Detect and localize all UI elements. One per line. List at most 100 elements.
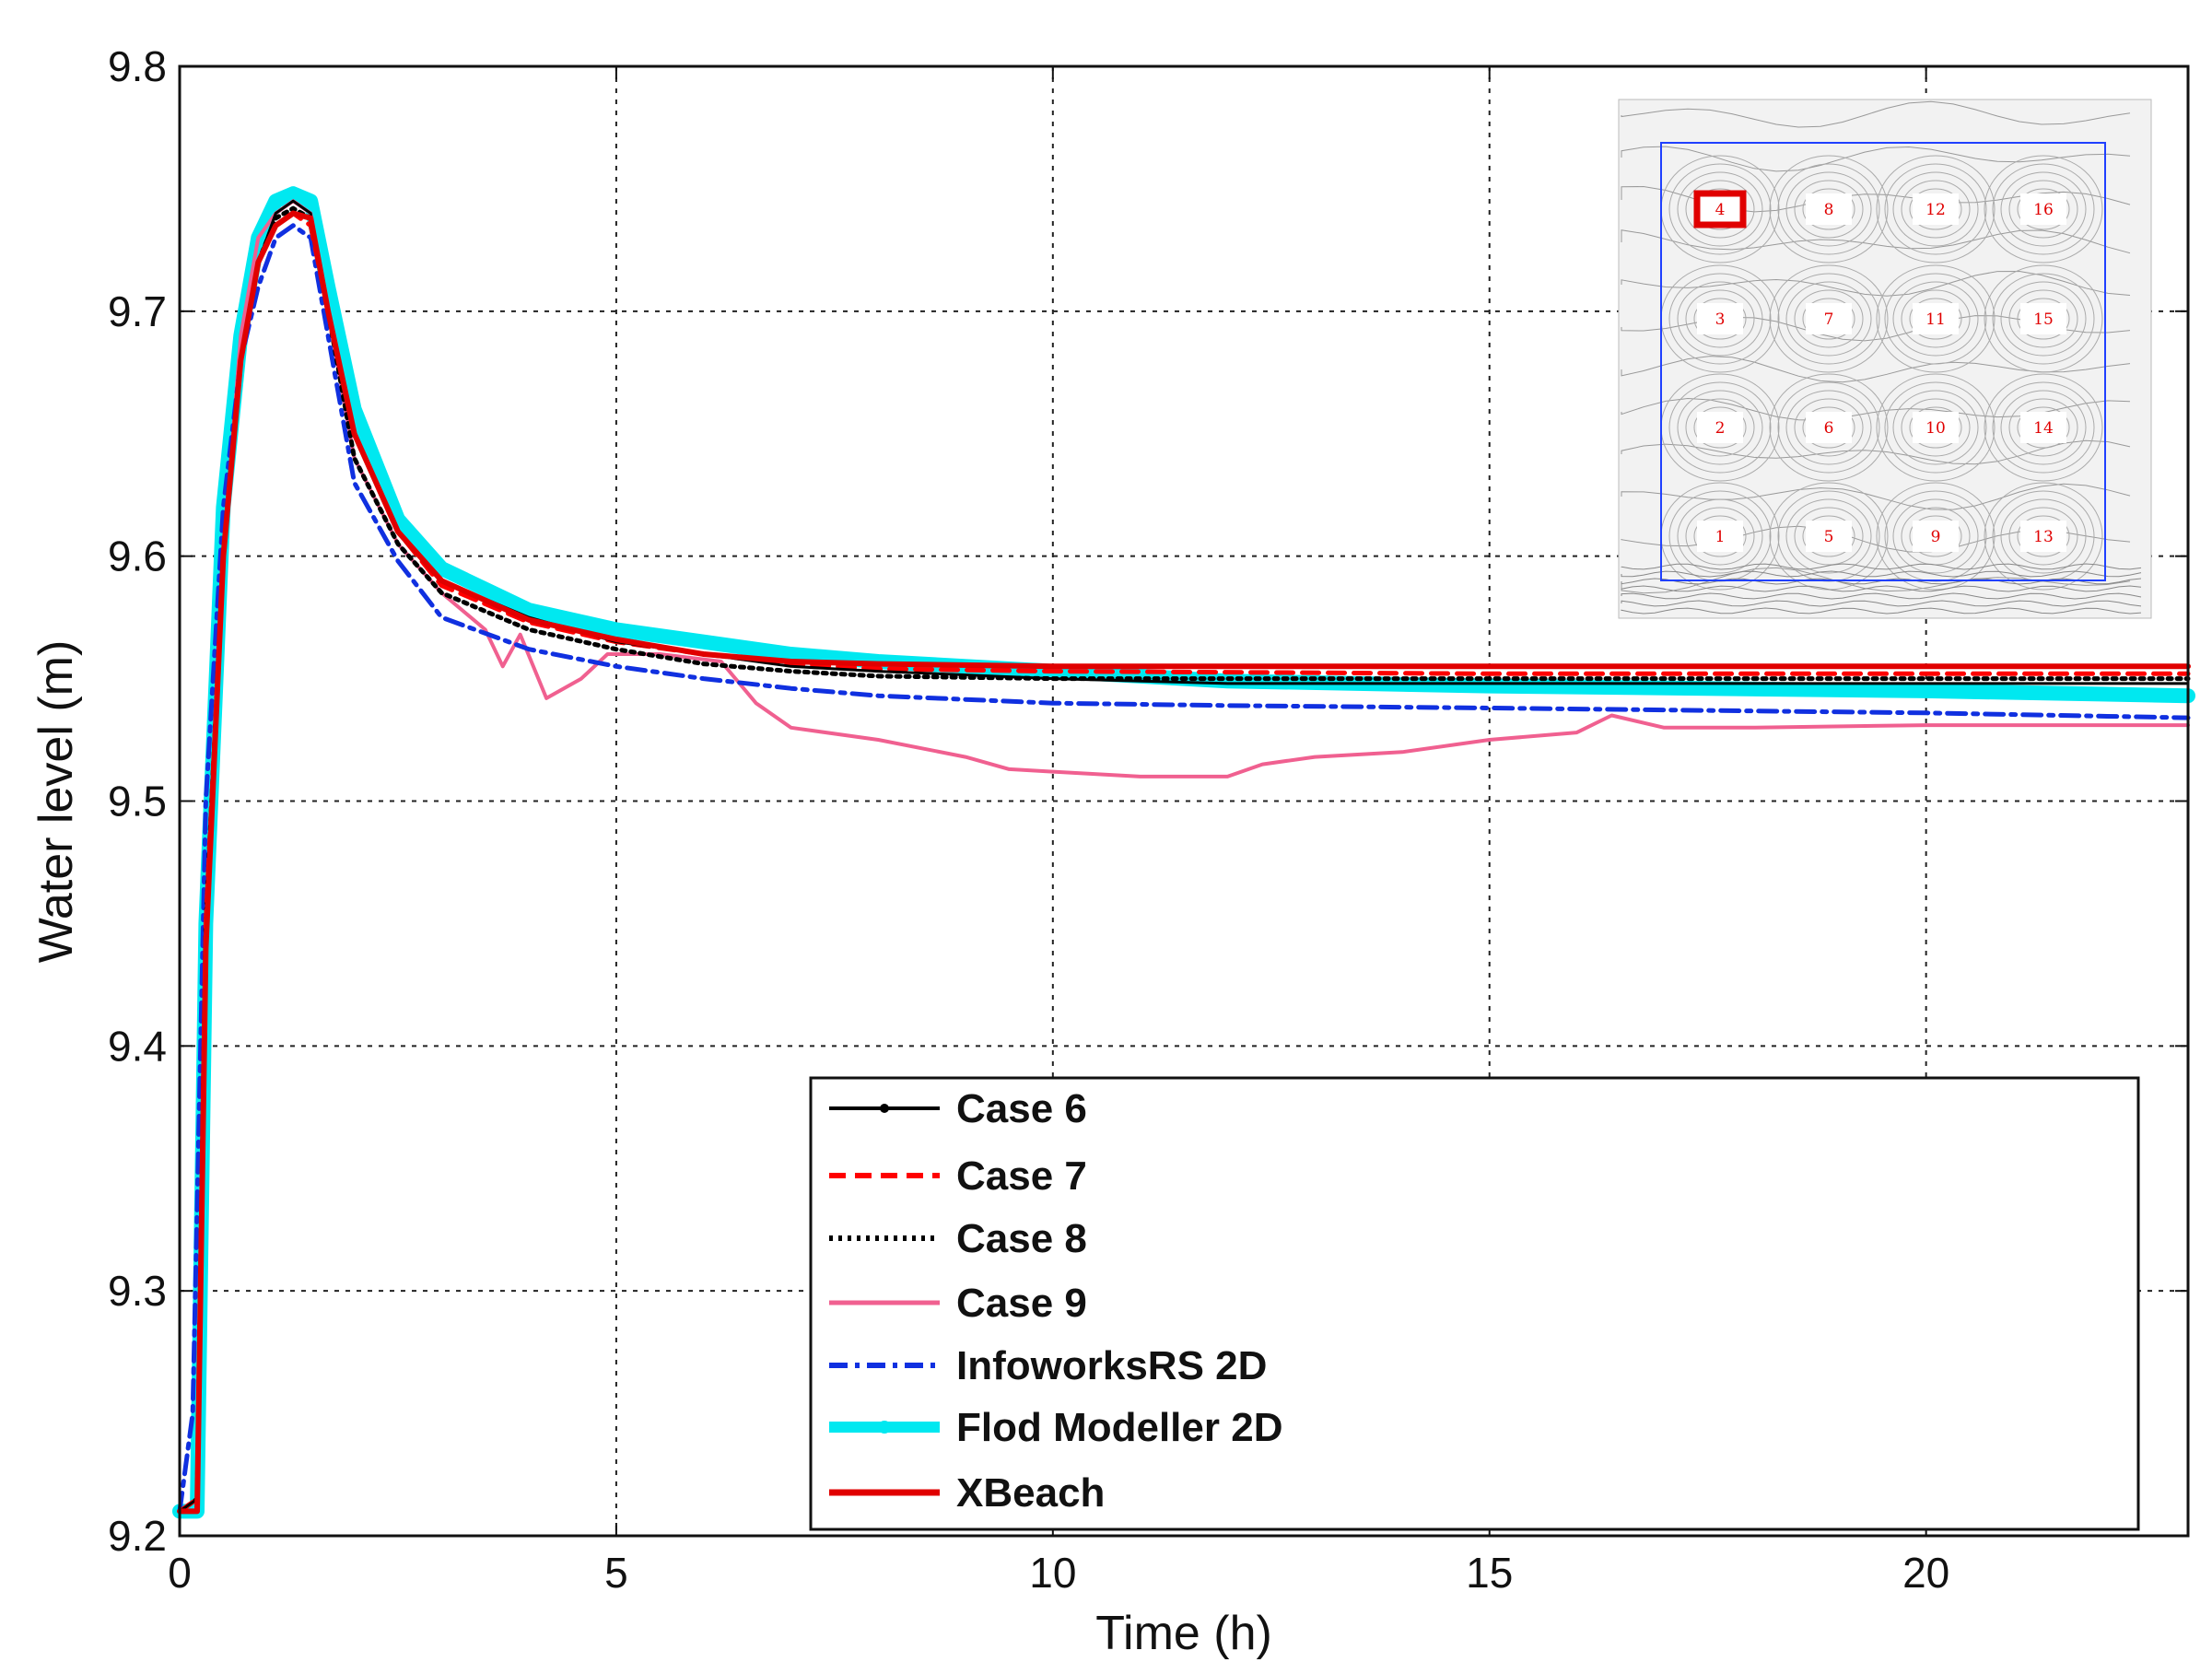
legend-label: Case 6	[956, 1086, 1087, 1131]
inset-contour-ring	[1794, 507, 1864, 566]
inset-cell-8	[1806, 193, 1852, 225]
inset-contour-ring	[1909, 188, 1962, 230]
inset-cell-5	[1806, 521, 1852, 552]
inset-contour-ring	[1802, 515, 1855, 557]
inset-contour-ring	[2000, 498, 2087, 574]
inset-contour-ring	[2017, 406, 2070, 449]
legend-label: Flod Modeller 2D	[956, 1405, 1282, 1450]
inset-cell-9	[1913, 521, 1959, 552]
inset-contour-ring	[1794, 180, 1864, 239]
legend-items: Case 6 Case 7 Case 8 Case 9 InfoworksRS 2D Fl…	[829, 1086, 1282, 1516]
inset-contour-ring	[1901, 398, 1971, 457]
inset-cell-6	[1806, 412, 1852, 443]
inset-contour-line	[1621, 570, 2142, 578]
inset-cell-label: 9	[1931, 528, 1941, 546]
inset-contour-ring	[1777, 163, 1880, 255]
inset-contour-ring	[1785, 281, 1872, 357]
inset-domain-boundary	[1660, 142, 2106, 581]
inset-contour-ring	[2017, 188, 2070, 230]
legend-marker	[880, 1104, 889, 1113]
legend-box	[809, 1076, 2140, 1531]
inset-contour-line	[1621, 100, 2131, 128]
inset-contour-ring	[1901, 180, 1971, 239]
inset-cell-label: 15	[2033, 310, 2054, 329]
inset-cell-2	[1697, 412, 1743, 443]
inset-contour-ring	[1892, 171, 1979, 247]
x-tick-label: 20	[1902, 1549, 1949, 1597]
inset-contour-ring	[1677, 171, 1763, 247]
inset-contour-ring	[1668, 381, 1772, 474]
inset-contour-ring	[1909, 298, 1962, 340]
inset-contour-ring	[1992, 381, 2095, 474]
inset-map: 4 8 12 163 7 11 152 6 10 141 5 9 13	[1618, 99, 2152, 619]
inset-contour-ring	[1794, 398, 1864, 457]
inset-contour-ring	[1892, 281, 1979, 357]
inset-cell-label: 14	[2033, 419, 2054, 438]
x-axis-label: Time (h)	[1095, 1607, 1272, 1660]
inset-contour-ring	[1794, 289, 1864, 348]
inset-cell-label: 12	[1925, 201, 1946, 219]
inset-contour-ring	[1884, 273, 1987, 365]
inset-contour-line	[1621, 146, 2131, 172]
inset-contour-ring	[1876, 264, 1995, 373]
inset-contour-ring	[1876, 482, 1995, 591]
x-tick-label: 5	[604, 1549, 628, 1597]
inset-cell-12	[1913, 193, 1959, 225]
inset-contour-ring	[1802, 406, 1855, 449]
inset-cell-14	[2020, 412, 2066, 443]
inset-contour-ring	[1984, 155, 2103, 263]
y-tick-label: 9.7	[108, 287, 167, 335]
y-tick-label: 9.4	[108, 1022, 167, 1070]
inset-contour-ring	[2008, 289, 2078, 348]
inset-contour-ring	[1992, 163, 2095, 255]
inset-contour-ring	[2017, 515, 2070, 557]
inset-cell-7	[1806, 303, 1852, 334]
inset-cell-label: 8	[1824, 201, 1834, 219]
inset-cell-label: 5	[1824, 528, 1834, 546]
inset-contour-ring	[1769, 264, 1889, 373]
inset-cells: 4 8 12 163 7 11 152 6 10 141 5 9 13	[1693, 190, 2066, 552]
inset-contour-ring	[2000, 171, 2087, 247]
inset-contour-ring	[1984, 482, 2103, 591]
y-tick-label: 9.5	[108, 778, 167, 825]
inset-contour-line	[1621, 607, 2142, 615]
series-line-xbeach	[177, 210, 2191, 1515]
inset-contour-line	[1621, 563, 2142, 570]
inset-contour-ring	[1984, 264, 2103, 373]
inset-contour-ring	[1984, 373, 2103, 482]
x-tick-label: 10	[1029, 1549, 1076, 1597]
inset-contour-ring	[2017, 298, 2070, 340]
legend-marker	[878, 1421, 891, 1434]
y-tick-label: 9.6	[108, 533, 167, 580]
inset-contour-ring	[1909, 406, 1962, 449]
inset-contour-ring	[1777, 381, 1880, 474]
inset-contour-ring	[1785, 390, 1872, 465]
y-tick-label: 9.2	[108, 1512, 167, 1560]
legend-label: XBeach	[956, 1470, 1105, 1516]
inset-contour-ring	[1802, 298, 1855, 340]
inset-cell-label: 16	[2033, 201, 2054, 219]
legend: Case 6 Case 7 Case 8 Case 9 InfoworksRS 2D Fl…	[809, 1076, 2140, 1531]
inset-contour-ring	[1769, 373, 1889, 482]
legend-label: Case 9	[956, 1281, 1087, 1326]
inset-contour-ring	[1892, 498, 1979, 574]
legend-label: Case 7	[956, 1153, 1087, 1199]
inset-cell-label: 7	[1824, 310, 1834, 329]
inset-cell-label: 3	[1715, 310, 1726, 329]
inset-cell-label: 6	[1824, 419, 1834, 438]
inset-contour-line	[1621, 439, 2131, 465]
inset-contour-ring	[1668, 163, 1772, 255]
inset-contour-ring	[1685, 507, 1755, 566]
inset-contour-line	[1621, 270, 2131, 297]
legend-label: Case 8	[956, 1216, 1087, 1261]
inset-contour-line	[1621, 229, 2131, 254]
inset-cell-label: 10	[1925, 419, 1946, 438]
inset-contour-ring	[1992, 273, 2095, 365]
inset-cell-16	[2020, 193, 2066, 225]
inset-cell-10	[1913, 412, 1959, 443]
inset-contour-ring	[1876, 373, 1995, 482]
inset-cell-1	[1697, 521, 1743, 552]
inset-contour-ring	[1884, 381, 1987, 474]
inset-cell-13	[2020, 521, 2066, 552]
